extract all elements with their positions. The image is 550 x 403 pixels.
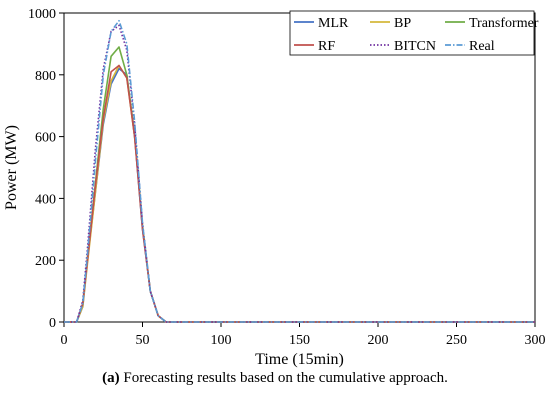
x-tick-label: 150 (289, 333, 310, 348)
y-tick-label: 0 (49, 316, 56, 331)
legend-box (289, 10, 535, 56)
series-line-mlr (64, 67, 535, 323)
y-axis-title: Power (MW) (3, 125, 20, 210)
legend-label-bp: BP (394, 16, 411, 31)
series-line-transformer (64, 46, 535, 323)
caption-text: Forecasting results based on the cumulat… (119, 370, 448, 386)
y-tick-label: 200 (35, 254, 56, 269)
legend-label-real: Real (469, 39, 495, 54)
x-tick-label: 50 (136, 333, 150, 348)
x-tick-label: 0 (61, 333, 68, 348)
y-tick-label: 600 (35, 131, 56, 146)
series-line-real (64, 19, 535, 323)
figure-caption: (a) Forecasting results based on the cum… (0, 370, 550, 387)
x-axis-title: Time (15min) (255, 351, 344, 368)
legend-label-rf: RF (318, 39, 335, 54)
x-tick-label: 100 (211, 333, 232, 348)
axes: 0 50 100 150 200 250 300 0 200 400 600 800 1000 Time … (3, 7, 546, 368)
x-tick-label: 300 (525, 333, 546, 348)
y-tick-label: 800 (35, 69, 56, 84)
legend-label-transformer: Transformer (469, 16, 539, 31)
caption-prefix: (a) (102, 370, 120, 386)
series-line-bitcn (64, 24, 535, 323)
x-tick-label: 250 (446, 333, 467, 348)
plot-frame (63, 12, 536, 323)
legend-label-mlr: MLR (318, 16, 349, 31)
line-chart: 0 50 100 150 200 250 300 0 200 400 600 800 1000 Time … (3, 7, 546, 368)
y-tick-label: 1000 (28, 7, 56, 22)
x-tick-label: 200 (368, 333, 389, 348)
series-line-bp (64, 64, 535, 323)
series-line-rf (64, 64, 535, 323)
y-tick-label: 400 (35, 192, 56, 207)
legend-label-bitcn: BITCN (394, 39, 436, 54)
series-layer (64, 19, 535, 323)
legend: MLR BP Transformer RF BITCN Real (289, 10, 539, 56)
